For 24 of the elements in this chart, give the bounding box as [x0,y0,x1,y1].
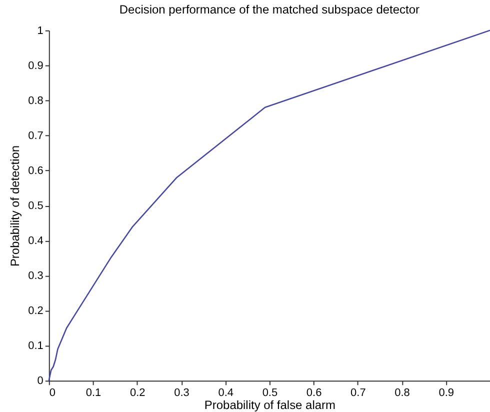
y-tick-label: 0.9 [28,60,44,72]
x-axis-title: Probability of false alarm [204,398,336,412]
x-tick-label: 0.6 [306,387,322,400]
y-tick-label: 0.6 [28,164,44,177]
x-tick-label: 0.7 [350,387,366,400]
y-tick-label: 0.2 [28,305,44,318]
x-tick-label: 0.8 [394,387,410,400]
x-tick-label: 0.1 [86,387,102,400]
y-tick-label: 0.8 [28,94,44,107]
chart-title: Decision performance of the matched subspace detector [119,2,420,16]
y-tick-label: 0.3 [28,270,44,282]
x-tick-label: 0.5 [262,387,278,400]
y-tick-label: 0.4 [28,235,44,248]
x-tick-label: 0.9 [438,387,454,400]
y-tick-label: 0 [37,375,44,388]
y-tick-label: 0.7 [28,130,44,142]
x-tick-label: 0.3 [174,387,190,400]
y-tick-label: 1 [37,24,44,37]
x-tick-label: 0.2 [130,387,146,400]
y-tick-label: 0.1 [28,340,44,352]
x-tick-label: 0 [49,387,56,400]
y-tick-label: 0.5 [28,200,44,212]
y-axis-title: Probability of detection [8,145,22,267]
x-tick-label: 0.4 [218,387,234,400]
